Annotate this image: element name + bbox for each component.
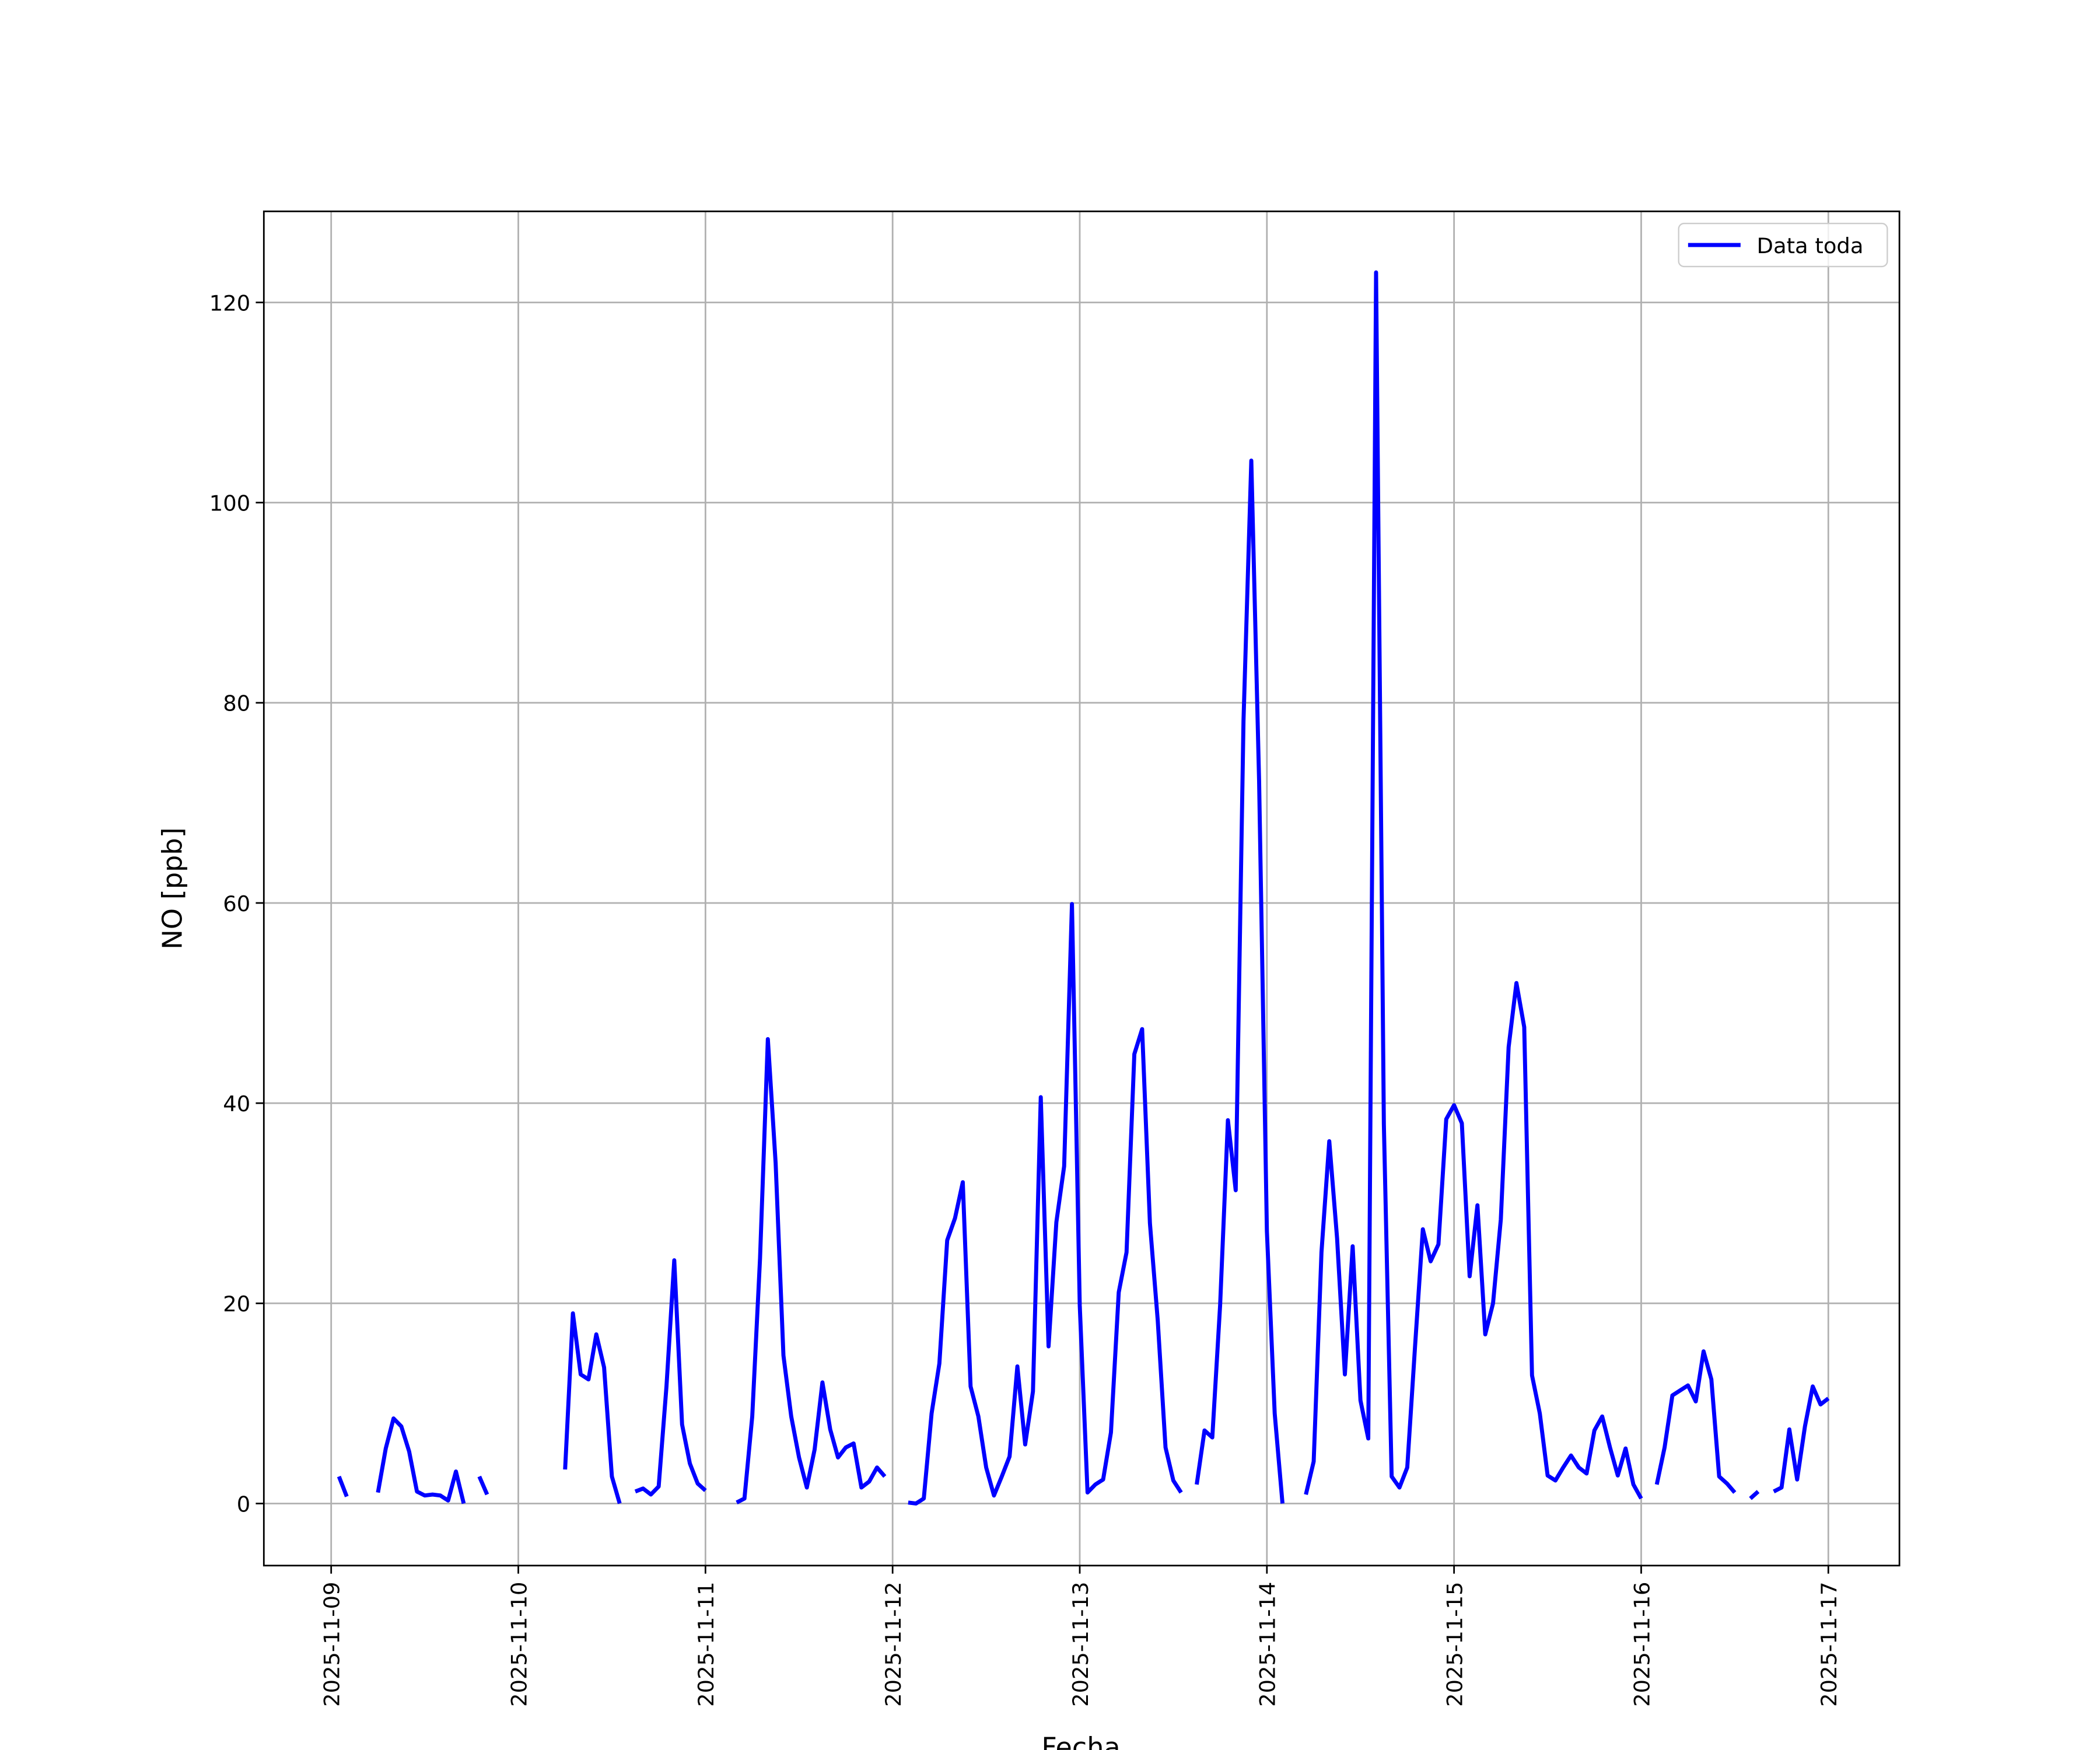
x-tick-label: 2025-11-17 (1817, 1582, 1842, 1707)
y-tick-label: 40 (223, 1091, 250, 1116)
y-axis-label: NO [ppb] (157, 827, 188, 949)
x-tick-label: 2025-11-10 (506, 1582, 531, 1707)
legend-label: Data toda (1757, 233, 1864, 258)
x-tick-label: 2025-11-12 (881, 1582, 906, 1707)
plot-area (337, 270, 1830, 1506)
x-tick-label: 2025-11-16 (1629, 1582, 1654, 1707)
data-line (337, 270, 1830, 1506)
grid (264, 211, 1900, 1566)
y-tick-label: 120 (209, 290, 250, 316)
x-tick-label: 2025-11-13 (1068, 1582, 1093, 1707)
y-tick-label: 100 (209, 491, 250, 516)
y-tick-label: 20 (223, 1292, 250, 1317)
x-tick-label: 2025-11-15 (1442, 1582, 1467, 1707)
legend-box (1678, 222, 1888, 268)
y-tick-label: 60 (223, 891, 250, 916)
y-tick-label: 0 (237, 1492, 250, 1517)
x-axis-label: Fecha (1041, 1732, 1120, 1750)
legend: Data toda (1678, 222, 1888, 268)
x-tick-label: 2025-11-11 (694, 1582, 719, 1707)
x-tick-label: 2025-11-14 (1255, 1582, 1280, 1707)
axes-frame (262, 210, 1901, 1567)
y-tick-label: 80 (223, 691, 250, 716)
x-tick-label: 2025-11-09 (320, 1582, 345, 1707)
